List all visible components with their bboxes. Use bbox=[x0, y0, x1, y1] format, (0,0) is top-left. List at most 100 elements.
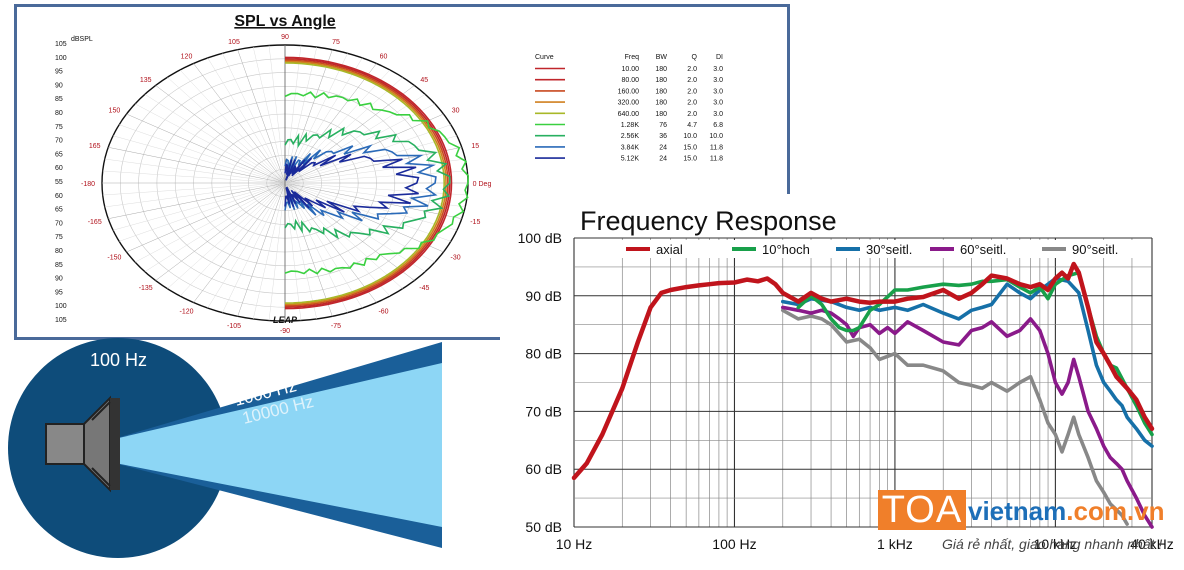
polar-grid-spoke bbox=[284, 170, 468, 184]
polar-table-header: DI bbox=[716, 54, 723, 61]
narrow-dispersion-beam bbox=[110, 363, 442, 527]
polar-radial-tick: 95 bbox=[55, 289, 63, 296]
polar-radial-tick: 65 bbox=[55, 207, 63, 214]
polar-table-cell: 2.56K bbox=[621, 133, 640, 140]
polar-radial-tick: 75 bbox=[55, 124, 63, 131]
polar-grid-spoke bbox=[155, 182, 286, 281]
polar-table-cell: 180 bbox=[655, 111, 667, 118]
fr-y-tick: 70 dB bbox=[525, 403, 562, 419]
polar-radial-tick: 80 bbox=[55, 110, 63, 117]
polar-angle-tick: -15 bbox=[470, 219, 480, 226]
fr-legend-label: 90°seitl. bbox=[1072, 242, 1118, 257]
polar-title: SPL vs Angle bbox=[234, 13, 335, 30]
fr-x-tick: 1 kHz bbox=[877, 536, 913, 552]
polar-angle-tick: -120 bbox=[179, 308, 193, 315]
polar-table-cell: 10.00 bbox=[621, 66, 639, 73]
logo-domain-suffix: .com.vn bbox=[1066, 496, 1165, 526]
polar-grid-spoke bbox=[284, 94, 426, 184]
polar-table-cell: 2.0 bbox=[687, 88, 697, 95]
polar-grid-spoke bbox=[112, 182, 286, 231]
polar-grid-spoke bbox=[193, 63, 286, 184]
polar-table-cell: 11.8 bbox=[710, 144, 723, 151]
fr-y-tick: 60 dB bbox=[525, 461, 562, 477]
polar-grid-spoke bbox=[252, 182, 286, 319]
fr-x-tick: 10 Hz bbox=[556, 536, 593, 552]
polar-angle-tick: -90 bbox=[280, 328, 290, 335]
polar-grid-spoke bbox=[167, 77, 286, 184]
polar-radial-tick: 70 bbox=[55, 138, 63, 145]
polar-grid-spoke bbox=[104, 158, 286, 184]
polar-radial-tick: 60 bbox=[55, 165, 63, 172]
polar-angle-tick: -45 bbox=[419, 285, 429, 292]
polar-radial-tick: 55 bbox=[55, 179, 63, 186]
polar-grid-spoke bbox=[284, 147, 462, 184]
polar-curves bbox=[284, 56, 470, 310]
toa-logo: TOA vietnam.com.vn Giá rẻ nhất, giao hàn… bbox=[878, 490, 1178, 552]
polar-grid-spoke bbox=[284, 182, 377, 303]
polar-grid-spoke bbox=[134, 182, 286, 263]
polar-chart: SPL vs Angle dBSPL 105 100 95 90 85 80 75 70 65 60 5… bbox=[55, 13, 723, 335]
polar-grid-spoke bbox=[207, 57, 286, 184]
polar-curve bbox=[284, 60, 447, 306]
polar-radial-tick: 105 bbox=[55, 317, 67, 324]
polar-grid-spoke bbox=[144, 94, 286, 184]
polar-angle-tick: 135 bbox=[140, 77, 152, 84]
polar-radial-tick: 105 bbox=[55, 41, 67, 48]
polar-table-cell: 3.0 bbox=[713, 66, 723, 73]
polar-angle-tick: -60 bbox=[378, 308, 388, 315]
fr-x-tick: 10 kHz bbox=[1034, 536, 1078, 552]
polar-angle-tick: 0 Deg bbox=[473, 181, 492, 188]
fr-title: Frequency Response bbox=[580, 206, 837, 236]
polar-table-cell: 180 bbox=[655, 66, 667, 73]
polar-radial-tick: 90 bbox=[55, 82, 63, 89]
polar-curve bbox=[284, 56, 453, 310]
polar-table-cell: 3.0 bbox=[713, 88, 723, 95]
polar-grid-spoke bbox=[104, 182, 286, 208]
polar-radial-tick: 100 bbox=[55, 303, 67, 310]
polar-table-cell: 160.00 bbox=[618, 88, 640, 95]
polar-grid-spoke bbox=[167, 182, 286, 289]
polar-curve bbox=[284, 153, 420, 213]
polar-grid-spoke bbox=[112, 135, 286, 184]
polar-table-cell: 640.00 bbox=[618, 111, 640, 118]
polar-table-cell: 80.00 bbox=[621, 77, 639, 84]
polar-curve bbox=[284, 144, 438, 222]
polar-angle-tick: 105 bbox=[228, 39, 240, 46]
polar-grid-spoke bbox=[102, 182, 286, 196]
polar-grid-spoke bbox=[108, 147, 286, 184]
polar-grid-spoke bbox=[193, 182, 286, 303]
polar-grid-spoke bbox=[252, 47, 286, 184]
polar-grid-spoke bbox=[284, 182, 468, 196]
polar-grid-spoke bbox=[126, 113, 286, 184]
polar-grid-spoke bbox=[268, 182, 286, 321]
fr-legend-label: 10°hoch bbox=[762, 242, 810, 257]
polar-grid-spoke bbox=[222, 53, 286, 184]
polar-angle-tick: 150 bbox=[109, 108, 121, 115]
polar-grid-spoke bbox=[144, 182, 286, 272]
polar-table-cell: 180 bbox=[655, 88, 667, 95]
polar-grid-spoke bbox=[237, 182, 286, 317]
polar-radial-tick: 100 bbox=[55, 55, 67, 62]
polar-table-header: Curve bbox=[535, 54, 554, 61]
polar-angle-tick: 15 bbox=[471, 143, 479, 150]
polar-grid-spoke bbox=[284, 182, 462, 219]
polar-grid-spoke bbox=[284, 182, 302, 321]
frequency-response-panel: Frequency Response 100 dB 90 dB 80 dB 70 dB 6… bbox=[500, 194, 1184, 570]
fr-legend-label: 30°seitl. bbox=[866, 242, 912, 257]
polar-table-cell: 2.0 bbox=[687, 77, 697, 84]
polar-radial-unit: dBSPL bbox=[71, 36, 93, 43]
polar-table-cell: 36 bbox=[659, 133, 667, 140]
polar-radial-tick: 70 bbox=[55, 220, 63, 227]
fr-y-tick: 100 dB bbox=[518, 230, 562, 246]
polar-grid-spoke bbox=[237, 49, 286, 184]
polar-grid-spoke bbox=[284, 182, 444, 253]
polar-table-cell: 3.0 bbox=[713, 100, 723, 107]
polar-chart-panel: SPL vs Angle dBSPL 105 100 95 90 85 80 75 70 65 60 5… bbox=[14, 4, 790, 340]
polar-grid-spoke bbox=[284, 182, 363, 309]
polar-angle-tick: -30 bbox=[451, 255, 461, 262]
fr-x-tick: 40 kHz bbox=[1130, 536, 1174, 552]
label-100hz: 100 Hz bbox=[90, 350, 147, 370]
polar-grid-spoke bbox=[284, 49, 333, 184]
polar-table-cell: 3.0 bbox=[713, 77, 723, 84]
polar-radial-tick: 65 bbox=[55, 151, 63, 158]
